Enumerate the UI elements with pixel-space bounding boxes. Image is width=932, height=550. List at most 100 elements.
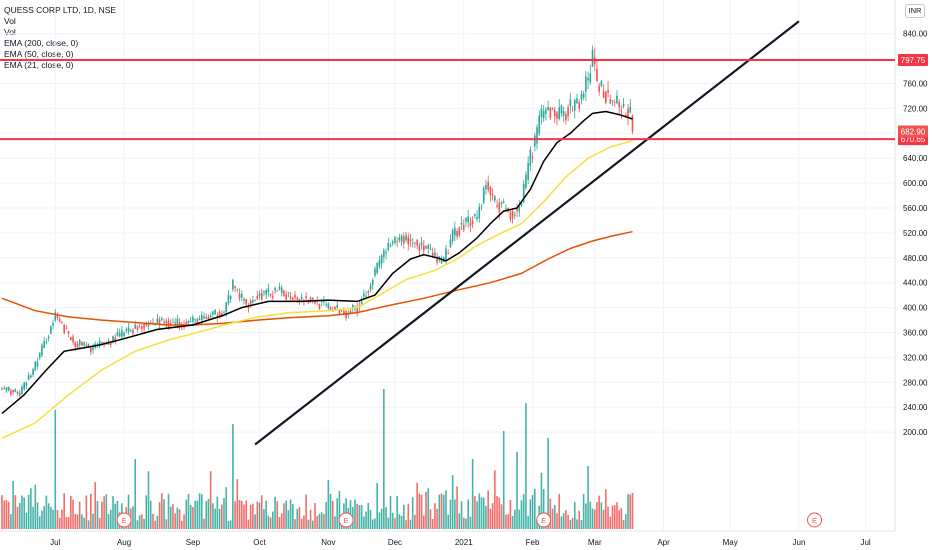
volume-bar — [434, 503, 436, 529]
earnings-marker[interactable] — [338, 512, 354, 528]
candle-body — [23, 382, 25, 390]
candle-body — [582, 93, 585, 98]
candle-body — [407, 237, 410, 245]
candle-body — [369, 285, 372, 290]
candle-body — [225, 302, 228, 313]
legend-vol-2[interactable]: Vol — [4, 27, 16, 37]
candle-body — [580, 93, 583, 100]
volume-bar — [380, 508, 383, 529]
candle-body — [514, 214, 516, 216]
legend-symbol[interactable]: QUESS CORP LTD, 1D, NSE — [4, 5, 117, 15]
candle-body — [232, 279, 234, 290]
candle-body — [374, 268, 376, 276]
volume-bar — [5, 499, 8, 529]
y-tick-label: 200.00 — [903, 428, 928, 437]
volume-bar — [369, 509, 372, 529]
candle-body — [136, 326, 139, 330]
candle-body — [558, 107, 561, 119]
volume-bar — [403, 504, 405, 529]
candle-body — [112, 335, 114, 342]
candle-body — [76, 343, 79, 348]
candle-body — [189, 320, 192, 322]
candle-body — [238, 293, 241, 299]
volume-bar — [365, 511, 367, 529]
x-tick-label: Dec — [388, 538, 402, 547]
volume-bar — [152, 513, 154, 529]
volume-bar — [3, 500, 6, 529]
candle-body — [314, 301, 316, 304]
volume-bar — [622, 520, 625, 529]
candle-body — [627, 108, 629, 117]
volume-bar — [272, 511, 274, 529]
volume-bar — [629, 494, 632, 529]
volume-bar — [300, 518, 303, 529]
level-price-label: 797.75 — [901, 56, 926, 65]
volume-bar — [178, 509, 181, 529]
volume-bar — [560, 516, 563, 529]
volume-bar — [245, 500, 247, 529]
volume-bar — [260, 495, 263, 529]
volume-bar — [602, 509, 605, 529]
volume-bar — [582, 493, 585, 529]
candle-body — [203, 316, 205, 319]
candle-body — [458, 227, 461, 236]
candle-body — [234, 286, 236, 289]
volume-bar — [198, 493, 201, 529]
currency-label[interactable]: INR — [905, 4, 925, 18]
volume-bar — [520, 500, 523, 529]
volume-bar — [67, 517, 70, 529]
volume-bar — [442, 494, 445, 529]
volume-bar — [107, 514, 110, 529]
volume-bar — [534, 488, 536, 529]
candle-body — [391, 241, 394, 244]
candle-body — [10, 390, 12, 395]
volume-bar — [391, 512, 394, 529]
x-tick-label: Aug — [117, 538, 131, 547]
volume-bar — [307, 519, 310, 529]
legend-ema-21[interactable]: EMA (21, close, 0) — [4, 60, 74, 70]
volume-bar — [101, 501, 103, 529]
volume-bar — [505, 514, 507, 529]
volume-bar — [525, 403, 527, 529]
volume-bar — [591, 508, 594, 529]
volume-bar — [551, 508, 554, 529]
volume-bar — [196, 500, 199, 529]
earnings-marker-label: E — [541, 516, 546, 525]
volume-bar — [489, 508, 492, 529]
legend-ema-200[interactable]: EMA (200, close, 0) — [4, 38, 79, 48]
volume-bar — [220, 504, 223, 529]
trend-line[interactable] — [254, 20, 800, 446]
candle-body — [336, 305, 339, 308]
candle-body — [585, 76, 587, 92]
earnings-marker[interactable] — [116, 512, 132, 528]
candle-body — [389, 244, 392, 247]
volume-bar — [620, 508, 623, 529]
volume-bar — [398, 514, 401, 529]
candle-body — [587, 78, 589, 81]
candle-body — [598, 85, 600, 92]
candle-body — [600, 80, 603, 86]
earnings-marker[interactable] — [536, 512, 552, 528]
volume-bar — [187, 494, 190, 529]
candle-body — [90, 347, 92, 353]
volume-bar — [72, 499, 74, 529]
legend-ema-50[interactable]: EMA (50, close, 0) — [4, 49, 74, 59]
volume-bar — [167, 493, 170, 529]
candle-body — [149, 322, 152, 324]
volume-bar — [580, 520, 583, 529]
candle-body — [509, 212, 512, 220]
volume-bar — [576, 519, 578, 529]
candle-body — [156, 318, 159, 323]
earnings-marker[interactable] — [807, 512, 823, 528]
candle-body — [54, 312, 57, 321]
candle-body — [138, 326, 141, 327]
candle-body — [460, 222, 463, 225]
candle-body — [465, 217, 467, 222]
volume-bar — [449, 499, 452, 529]
candle-body — [329, 307, 332, 310]
candle-body — [236, 288, 239, 290]
legend-vol-1[interactable]: Vol — [4, 16, 16, 26]
volume-bar — [194, 500, 196, 529]
candle-body — [622, 104, 625, 107]
